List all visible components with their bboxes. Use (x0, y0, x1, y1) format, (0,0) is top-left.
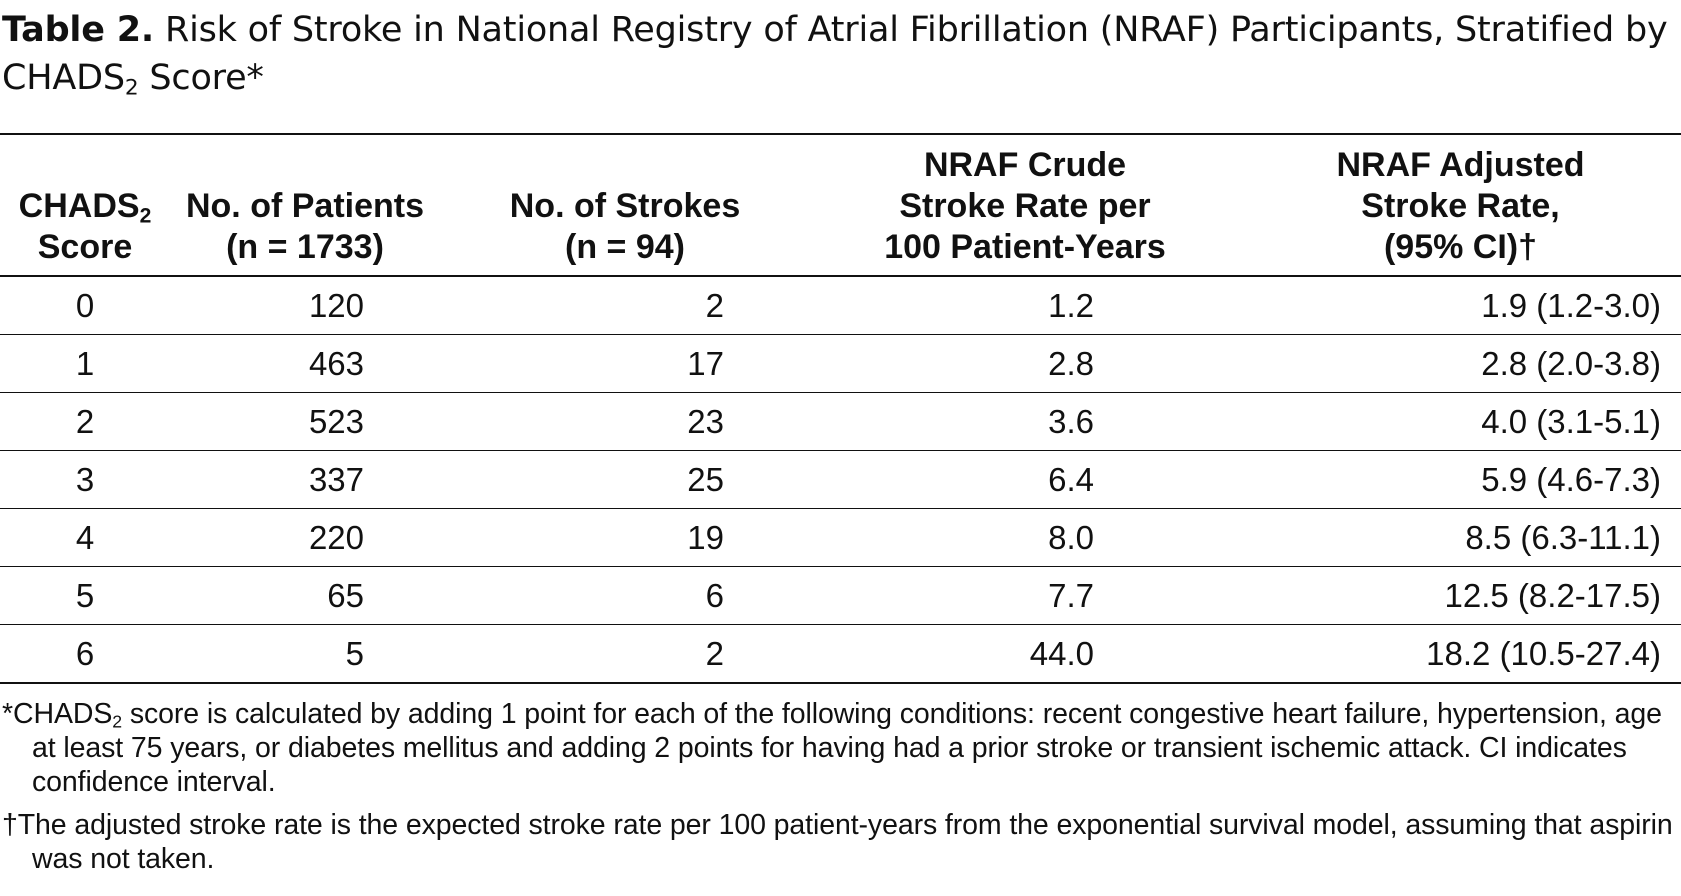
table-row: 1 463 17 2.8 2.8 (2.0-3.8) (0, 334, 1681, 393)
cell-score: 0 (0, 276, 170, 335)
cell-patients: 65 (170, 566, 440, 625)
header-crude-line3: 100 Patient-Years (884, 228, 1166, 266)
cell-strokes: 6 (440, 566, 810, 625)
table-caption: Table 2. Risk of Stroke in National Regi… (2, 6, 1677, 102)
table-title-text: Risk of Stroke in National Registry of A… (2, 10, 1668, 98)
header-score-line1: CHADS (18, 187, 140, 225)
cell-adjusted-rate: 12.5 (8.2-17.5) (1240, 566, 1681, 625)
header-crude-rate: NRAF Crude Stroke Rate per 100 Patient-Y… (810, 133, 1240, 277)
cell-score: 1 (0, 334, 170, 393)
cell-strokes: 2 (440, 624, 810, 684)
cell-adjusted-rate: 8.5 (6.3-11.1) (1240, 508, 1681, 567)
header-adjusted-line1: NRAF Adjusted (1336, 146, 1585, 184)
cell-score: 3 (0, 450, 170, 509)
cell-adjusted-rate: 2.8 (2.0-3.8) (1240, 334, 1681, 393)
header-strokes-line2: (n = 94) (565, 228, 685, 266)
header-row: CHADS2 Score No. of Patients (n = 1733) … (0, 133, 1681, 277)
header-patients: No. of Patients (n = 1733) (170, 133, 440, 277)
header-score-subscript: 2 (139, 204, 152, 228)
footnote2-text: †The adjusted stroke rate is the expecte… (2, 809, 1673, 875)
table-label: Table 2. (2, 10, 155, 50)
cell-crude-rate: 3.6 (810, 392, 1240, 451)
table-row: 5 65 6 7.7 12.5 (8.2-17.5) (0, 566, 1681, 625)
header-crude-line2: Stroke Rate per (899, 187, 1151, 225)
table-title-suffix: Score* (138, 58, 264, 98)
cell-crude-rate: 6.4 (810, 450, 1240, 509)
cell-crude-rate: 1.2 (810, 276, 1240, 335)
cell-strokes: 19 (440, 508, 810, 567)
table-row: 3 337 25 6.4 5.9 (4.6-7.3) (0, 450, 1681, 509)
footnote-chads-definition: *CHADS2 score is calculated by adding 1 … (2, 697, 1677, 799)
cell-patients: 5 (170, 624, 440, 684)
cell-patients: 337 (170, 450, 440, 509)
cell-crude-rate: 44.0 (810, 624, 1240, 684)
cell-patients: 463 (170, 334, 440, 393)
cell-adjusted-rate: 1.9 (1.2-3.0) (1240, 276, 1681, 335)
header-strokes-line1: No. of Strokes (509, 187, 741, 225)
cell-patients: 120 (170, 276, 440, 335)
cell-strokes: 25 (440, 450, 810, 509)
stroke-risk-table: CHADS2 Score No. of Patients (n = 1733) … (0, 133, 1681, 684)
footnote1-text: score is calculated by adding 1 point fo… (32, 698, 1662, 798)
cell-score: 6 (0, 624, 170, 684)
cell-strokes: 17 (440, 334, 810, 393)
cell-strokes: 2 (440, 276, 810, 335)
cell-adjusted-rate: 18.2 (10.5-27.4) (1240, 624, 1681, 684)
header-chads-score: CHADS2 Score (0, 133, 170, 277)
footnote1-prefix: *CHADS (2, 698, 113, 730)
cell-patients: 220 (170, 508, 440, 567)
title-subscript: 2 (124, 75, 139, 101)
footnote-adjusted-rate: †The adjusted stroke rate is the expecte… (2, 808, 1677, 876)
footnote1-subscript: 2 (112, 711, 122, 732)
header-adjusted-line2: Stroke Rate, (1361, 187, 1560, 225)
cell-crude-rate: 7.7 (810, 566, 1240, 625)
table-row: 4 220 19 8.0 8.5 (6.3-11.1) (0, 508, 1681, 567)
table-row: 2 523 23 3.6 4.0 (3.1-5.1) (0, 392, 1681, 451)
table-row: 6 5 2 44.0 18.2 (10.5-27.4) (0, 624, 1681, 684)
header-patients-line2: (n = 1733) (226, 228, 384, 266)
table-row: 0 120 2 1.2 1.9 (1.2-3.0) (0, 276, 1681, 335)
header-adjusted-line3: (95% CI)† (1383, 228, 1538, 266)
cell-crude-rate: 2.8 (810, 334, 1240, 393)
header-score-line2: Score (37, 228, 133, 266)
cell-adjusted-rate: 5.9 (4.6-7.3) (1240, 450, 1681, 509)
cell-score: 2 (0, 392, 170, 451)
cell-score: 4 (0, 508, 170, 567)
cell-score: 5 (0, 566, 170, 625)
cell-crude-rate: 8.0 (810, 508, 1240, 567)
header-strokes: No. of Strokes (n = 94) (440, 133, 810, 277)
header-adjusted-rate: NRAF Adjusted Stroke Rate, (95% CI)† (1240, 133, 1681, 277)
cell-adjusted-rate: 4.0 (3.1-5.1) (1240, 392, 1681, 451)
cell-strokes: 23 (440, 392, 810, 451)
table-body: 0 120 2 1.2 1.9 (1.2-3.0) 1 463 17 2.8 2.8 (2.0-3… (0, 276, 1681, 684)
header-crude-line1: NRAF Crude (923, 146, 1127, 184)
header-patients-line1: No. of Patients (185, 187, 425, 225)
cell-patients: 523 (170, 392, 440, 451)
